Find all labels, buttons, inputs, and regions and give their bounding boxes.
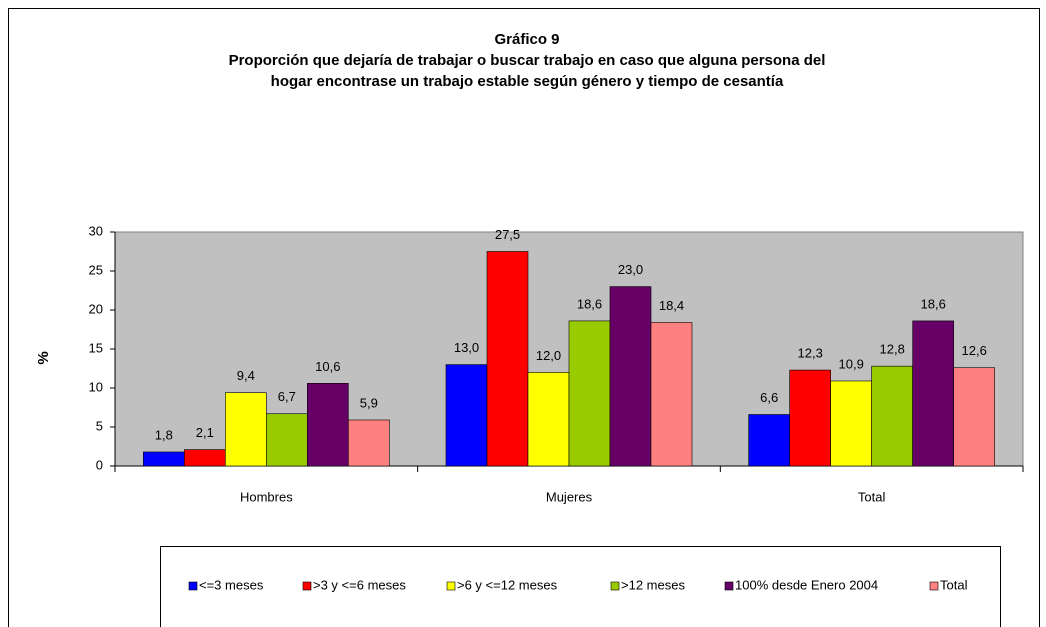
- bar: [748, 414, 790, 467]
- bar: [912, 320, 954, 467]
- y-tick-label: 25: [89, 262, 103, 277]
- legend-swatch: [929, 581, 939, 591]
- y-tick-label: 5: [96, 418, 103, 433]
- value-label: 9,4: [237, 368, 255, 383]
- value-label: 10,9: [839, 356, 864, 371]
- x-tick-label: Mujeres: [546, 489, 593, 504]
- chart-title: hogar encontrase un trabajo estable segú…: [271, 73, 784, 90]
- value-label: 27,5: [495, 227, 520, 242]
- legend-label: Total: [940, 577, 968, 592]
- bar: [486, 251, 529, 467]
- chart-title: Gráfico 9: [494, 31, 559, 48]
- bar: [609, 286, 652, 467]
- legend-label: 100% desde Enero 2004: [735, 577, 878, 592]
- bar: [348, 419, 390, 467]
- y-axis-label: %: [35, 351, 52, 364]
- value-label: 12,6: [962, 343, 987, 358]
- y-tick-label: 15: [89, 340, 103, 355]
- y-tick-label: 20: [89, 301, 103, 316]
- legend-swatch: [610, 581, 620, 591]
- legend: [160, 546, 1001, 627]
- bar: [953, 367, 995, 467]
- legend-swatch: [188, 581, 198, 591]
- y-tick-label: 10: [89, 379, 103, 394]
- legend-swatch: [724, 581, 734, 591]
- bar: [225, 392, 267, 467]
- bar: [871, 365, 913, 467]
- x-tick-label: Hombres: [240, 489, 293, 504]
- value-label: 18,6: [577, 296, 602, 311]
- x-tick-label: Total: [858, 489, 886, 504]
- value-label: 18,6: [921, 296, 946, 311]
- legend-label: >3 y <=6 meses: [313, 577, 406, 592]
- bar: [789, 369, 831, 467]
- legend-label: <=3 meses: [199, 577, 264, 592]
- bar: [445, 364, 488, 467]
- value-label: 13,0: [454, 340, 479, 355]
- value-label: 12,0: [536, 348, 561, 363]
- legend-swatch: [302, 581, 312, 591]
- bar: [568, 320, 611, 467]
- bar: [143, 451, 185, 467]
- value-label: 12,8: [880, 342, 905, 357]
- value-label: 18,4: [659, 298, 684, 313]
- legend-label: >12 meses: [621, 577, 685, 592]
- legend-swatch: [446, 581, 456, 591]
- value-label: 2,1: [196, 425, 214, 440]
- chart-title: Proporción que dejaría de trabajar o bus…: [229, 52, 826, 69]
- value-label: 23,0: [618, 262, 643, 277]
- value-label: 10,6: [315, 359, 340, 374]
- bar: [650, 322, 693, 467]
- y-tick-label: 30: [89, 223, 103, 238]
- bar: [266, 413, 308, 467]
- value-label: 12,3: [798, 345, 823, 360]
- value-label: 1,8: [155, 427, 173, 442]
- value-label: 5,9: [360, 395, 378, 410]
- value-label: 6,7: [278, 389, 296, 404]
- bar: [184, 449, 226, 467]
- legend-label: >6 y <=12 meses: [457, 577, 558, 592]
- bar: [527, 372, 570, 467]
- y-tick-label: 0: [96, 457, 103, 472]
- bar: [830, 380, 872, 467]
- value-label: 6,6: [760, 390, 778, 405]
- bar: [307, 383, 349, 467]
